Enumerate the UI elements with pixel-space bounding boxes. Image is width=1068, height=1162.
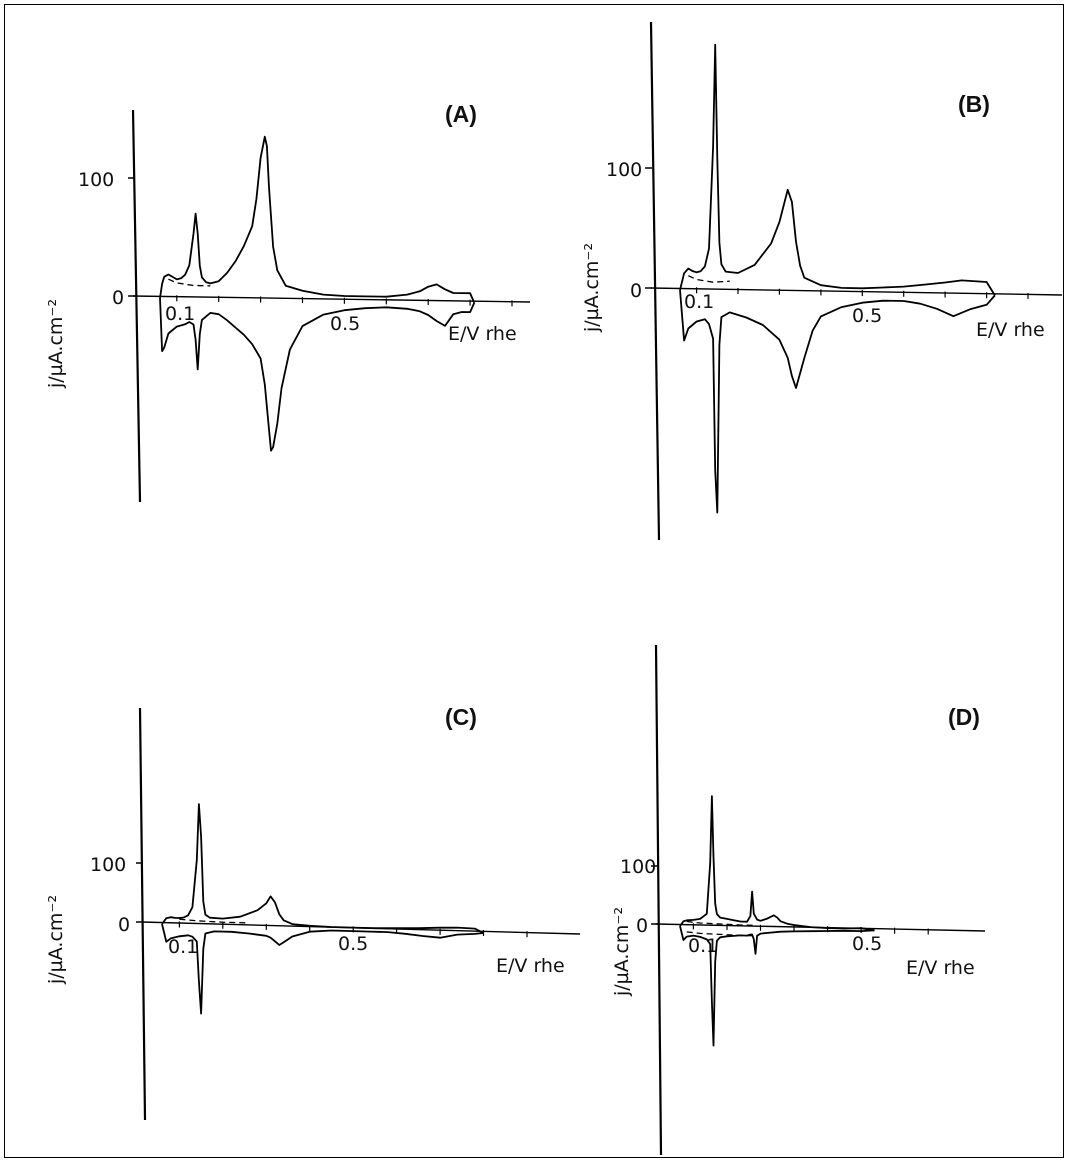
panel-a-y-axis [131,109,142,503]
panel-a-curves [159,135,513,452]
panel-c-dashed-sweep-line [179,918,249,924]
panel-d-label: (D) [948,704,980,730]
panel-b-label: (B) [958,91,990,117]
panel-a-y-tick-label-100: 100 [78,169,114,191]
panel-d-x-axis-label: E/V rhe [906,957,975,979]
panel-d-dashed-upper-sweep-line [686,920,754,926]
panel-a-x-axis [132,295,531,303]
panel-b-x-axis-label: E/V rhe [976,319,1045,341]
panel-a-dashed-sweep-line [168,278,211,287]
panel-d-y-axis [654,644,663,1156]
panel-d-curves [679,795,929,1047]
panel-a-y-tick-label-0: 0 [112,287,124,309]
panel-b-dashed-sweep-line [688,275,730,283]
panel-d-y-tick-label-100: 100 [620,856,656,878]
panel-a-x-tick-label-0.5: 0.5 [330,313,360,335]
panel-b-curves [679,43,1029,514]
panel-a-label: (A) [445,101,477,127]
panel-d-cathodic-sweep-line [679,925,875,1047]
panel-c-y-tick-label-0: 0 [118,914,130,936]
panel-c-cathodic-sweep-line [161,923,484,1015]
panel-c-y-tick-label-100: 100 [90,854,126,876]
panel-b: 100 0 0.1 0.5 E/V rhe j/µA.cm⁻² (B) [581,21,1063,541]
panel-a-cathodic-sweep-line [159,297,476,452]
panel-b-x-tick-label-0.5: 0.5 [852,305,882,327]
panel-d-anodic-sweep-line [679,795,875,932]
panel-d-dashed-lower-sweep-line [686,931,754,937]
panel-a: 100 0 0.1 0.5 E/V rhe j/µA.cm⁻² (A) [45,101,531,503]
panel-a-x-tick-label-0.1: 0.1 [165,303,195,325]
panel-a-anodic-sweep-line [159,135,476,304]
panel-b-anodic-sweep-line [679,43,996,296]
figure-frame [4,4,1064,1158]
panel-c-curves [161,803,528,1015]
panel-d: 100 0 0.1 0.5 E/V rhe j/µA.cm⁻² (D) [611,644,986,1156]
panel-d-y-tick-label-0: 0 [636,915,648,937]
panel-b-y-tick-label-100: 100 [606,159,642,181]
panel-d-x-tick-label-0.5: 0.5 [852,933,882,955]
panel-a-x-axis-label: E/V rhe [448,323,517,345]
panel-c: 100 0 0.1 0.5 E/V rhe j/µA.cm⁻² (C) [45,704,581,1121]
panel-b-x-tick-label-0.1: 0.1 [684,291,714,313]
panel-b-y-tick-label-0: 0 [630,280,642,302]
panel-a-y-axis-label: j/µA.cm⁻² [45,299,67,389]
panel-c-x-tick-label-0.1: 0.1 [168,936,198,958]
panel-c-y-axis-label: j/µA.cm⁻² [45,895,67,985]
panel-c-x-tick-label-0.5: 0.5 [338,933,368,955]
panel-b-cathodic-sweep-line [679,289,996,514]
panel-b-y-axis-label: j/µA.cm⁻² [581,243,603,333]
panel-c-x-axis-label: E/V rhe [496,955,565,977]
panel-d-y-axis-label: j/µA.cm⁻² [611,907,633,997]
panel-c-y-axis [138,707,147,1121]
panel-b-y-axis [649,21,661,541]
panel-c-anodic-sweep-line [161,803,484,934]
panel-c-label: (C) [445,704,477,730]
